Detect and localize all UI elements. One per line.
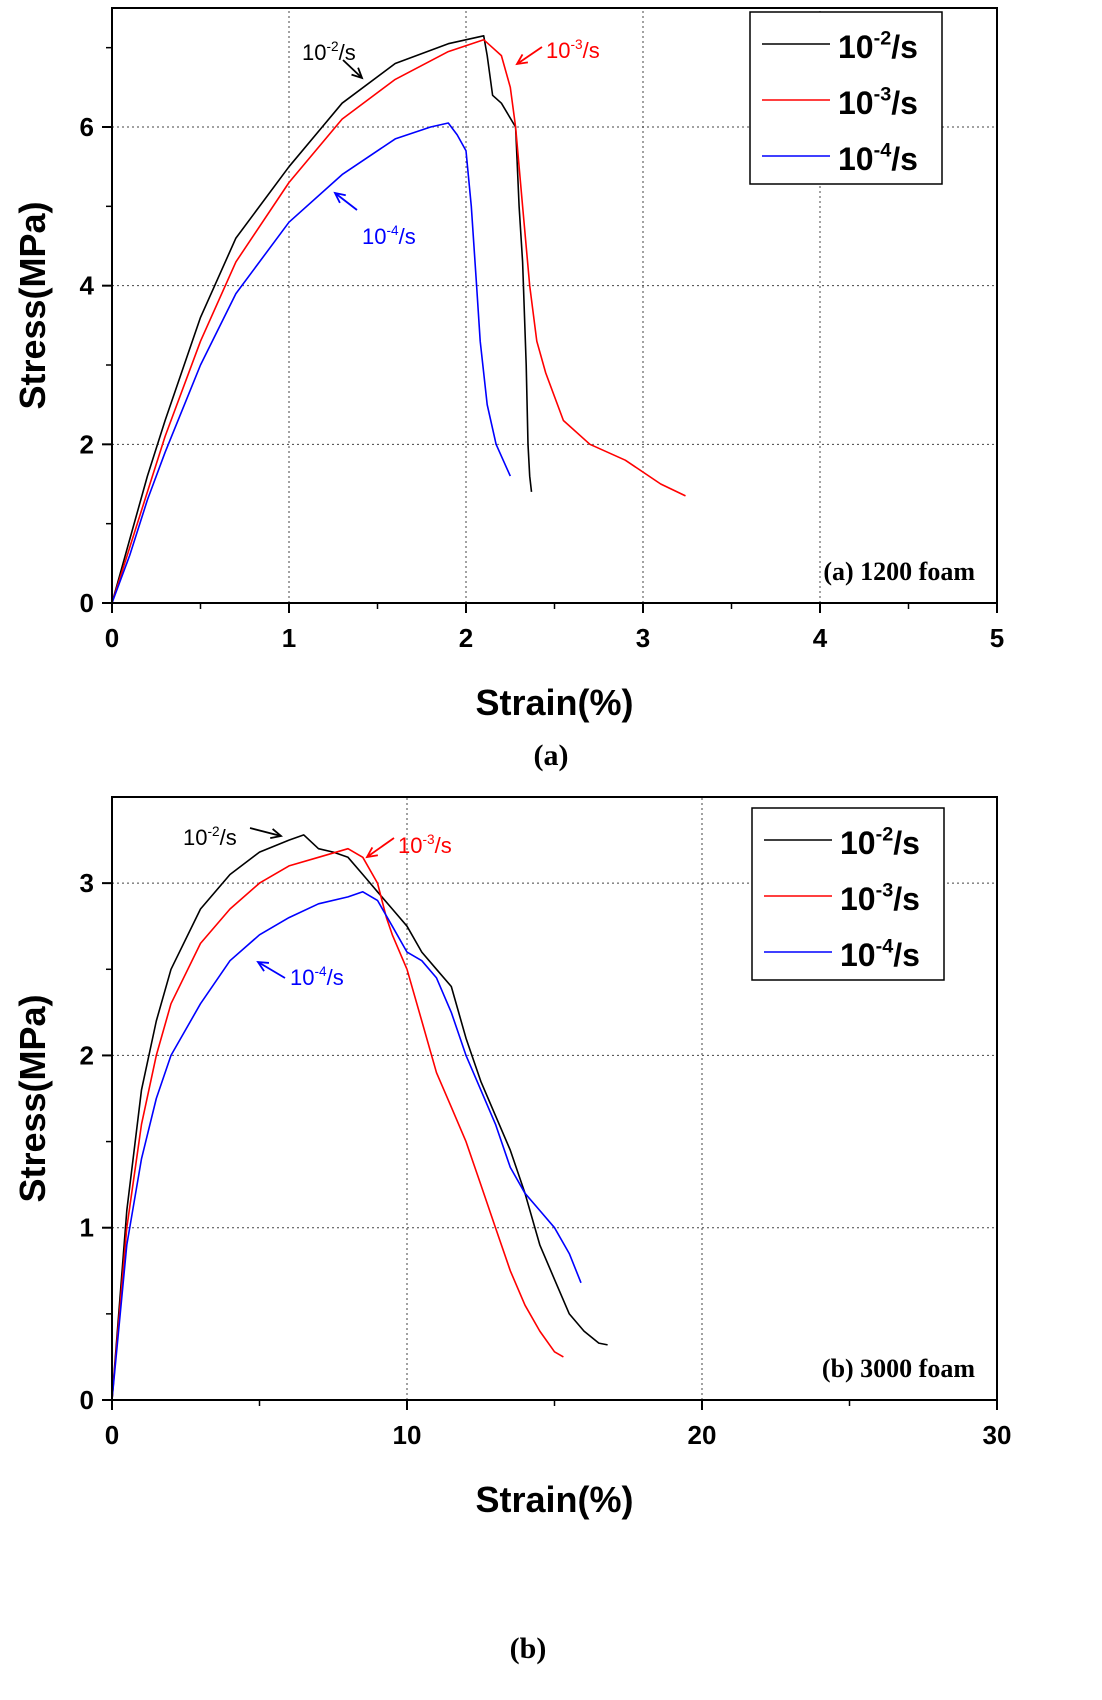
panel-annotation: (b) 3000 foam [822,1354,975,1383]
x-tick-label: 30 [983,1420,1012,1450]
legend: 10-2/s 10-3/s 10-4/s [749,11,943,185]
callout-arrow [249,827,284,840]
callout-arrow [365,837,395,859]
callout-label: 10-2/s [302,39,356,65]
x-tick-label: 4 [813,623,828,653]
x-tick-label: 5 [990,623,1004,653]
y-tick-label: 3 [80,868,94,898]
callout-label: 10-4/s [362,223,416,249]
callout-arrow [515,46,543,66]
x-tick-label: 20 [688,1420,717,1450]
callout-arrow [256,960,286,979]
x-tick-label: 1 [282,623,296,653]
chart-panel-a: 0 1 2 3 4 5 0 2 4 6 Strain(%) Stress(MPa) 10-2/s 10-3… [12,7,1004,772]
y-axis-label: Stress(MPa) [12,994,53,1202]
x-axis-label: Strain(%) [475,682,633,723]
callout-label: 10-2/s [183,824,237,850]
x-tick-label: 2 [459,623,473,653]
y-axis-label: Stress(MPa) [12,201,53,409]
callout-label: 10-3/s [546,37,600,63]
y-tick-label: 0 [80,588,94,618]
legend-label: 10-4/s [838,140,918,177]
callout-label: 10-3/s [398,832,452,858]
y-tick-label: 0 [80,1385,94,1415]
legend-label: 10-4/s [840,936,920,973]
panel-annotation: (a) 1200 foam [823,557,975,586]
legend-label: 10-3/s [838,84,918,121]
y-tick-label: 2 [80,1040,94,1070]
callout-label: 10-4/s [290,964,344,990]
series-line-neg2 [111,834,608,1401]
panel-caption: (a) [534,739,569,772]
x-tick-label: 3 [636,623,650,653]
x-axis-label: Strain(%) [475,1479,633,1520]
x-tick-label: 0 [105,623,119,653]
callout-arrow [333,191,358,211]
series-line-neg4 [111,890,582,1401]
series-line-neg2 [111,34,533,604]
legend-label: 10-2/s [838,28,918,65]
y-tick-label: 6 [80,112,94,142]
y-tick-label: 1 [80,1213,94,1243]
panel-caption: (b) [510,1632,547,1665]
x-tick-label: 10 [393,1420,422,1450]
callout-arrow [342,59,364,80]
series-line-neg4 [111,122,512,604]
y-tick-label: 4 [80,271,95,301]
y-tick-label: 2 [80,429,94,459]
x-tick-label: 0 [105,1420,119,1450]
legend-label: 10-3/s [840,880,920,917]
series-line-neg3 [111,847,564,1401]
chart-panel-b: 0 10 20 300123Strain(%)Stress(MPa)10-2/s10-… [12,796,1012,1665]
legend: 10-2/s 10-3/s 10-4/s [751,807,945,981]
series-line-neg3 [111,38,686,604]
legend-label: 10-2/s [840,824,920,861]
